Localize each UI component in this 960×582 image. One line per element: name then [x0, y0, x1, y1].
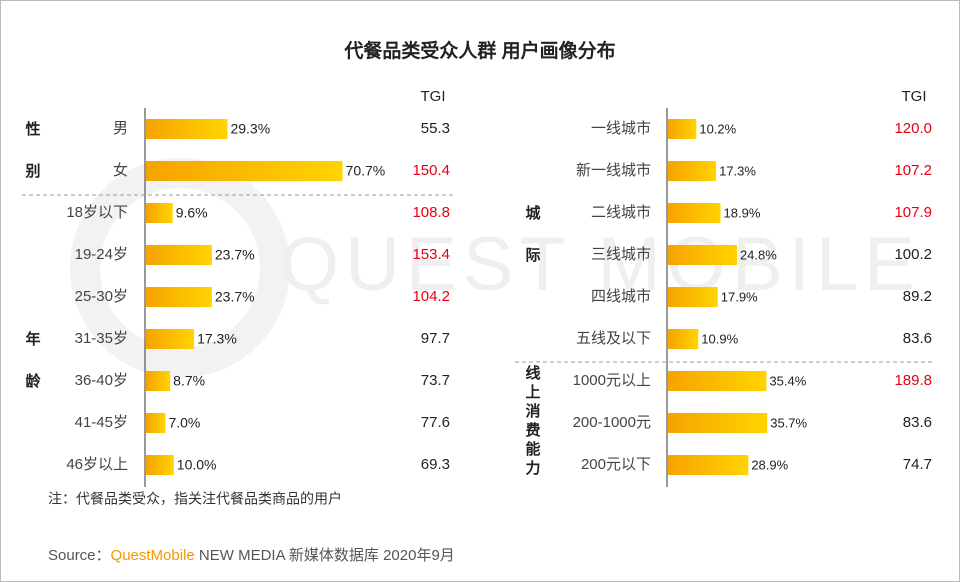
category-label: 二线城市	[591, 204, 651, 221]
bar	[668, 371, 767, 391]
category-label: 五线及以下	[576, 330, 651, 347]
tgi-value: 83.6	[903, 414, 932, 431]
tgi-value: 107.9	[894, 204, 932, 221]
tgi-value: 73.7	[421, 372, 450, 389]
group-label: 城际	[525, 204, 540, 264]
value-label: 28.9%	[751, 457, 788, 472]
source-rest: NEW MEDIA 新媒体数据库 2020年9月	[195, 547, 455, 564]
tgi-value: 150.4	[412, 162, 450, 179]
tgi-header: TGI	[902, 88, 927, 105]
value-label: 18.9%	[724, 205, 761, 220]
category-label: 36-40岁	[75, 372, 128, 389]
value-label: 70.7%	[346, 163, 386, 179]
source-prefix: Source：	[48, 547, 111, 564]
tgi-value: 189.8	[894, 372, 932, 389]
value-label: 8.7%	[173, 373, 205, 389]
value-label: 9.6%	[176, 205, 208, 221]
value-label: 23.7%	[215, 289, 255, 305]
category-label: 46岁以上	[66, 456, 128, 473]
category-label: 31-35岁	[75, 330, 128, 347]
bar	[668, 287, 718, 307]
tgi-value: 69.3	[421, 456, 450, 473]
title: 代餐品类受众人群 用户画像分布	[343, 39, 615, 62]
bar	[146, 287, 212, 307]
bar	[668, 119, 697, 139]
value-label: 7.0%	[168, 415, 200, 431]
bar	[668, 161, 717, 181]
category-label: 18岁以下	[66, 204, 128, 221]
category-label: 女	[113, 161, 128, 179]
value-label: 17.3%	[197, 331, 237, 347]
group-label: 年龄	[25, 330, 41, 390]
tgi-value: 153.4	[412, 246, 450, 263]
value-label: 17.3%	[719, 163, 756, 178]
value-label: 10.9%	[701, 331, 738, 346]
category-label: 新一线城市	[576, 162, 651, 179]
category-label: 四线城市	[591, 288, 651, 305]
category-label: 200元以下	[581, 456, 651, 473]
tgi-value: 89.2	[903, 288, 932, 305]
bar	[668, 245, 737, 265]
tgi-value: 83.6	[903, 330, 932, 347]
tgi-value: 107.2	[894, 162, 932, 179]
bar	[146, 161, 343, 181]
group-label: 性别	[24, 120, 40, 180]
category-label: 1000元以上	[573, 372, 651, 389]
bar	[146, 119, 228, 139]
source-brand: QuestMobile	[111, 547, 195, 564]
value-label: 17.9%	[721, 289, 758, 304]
tgi-value: 104.2	[412, 288, 450, 305]
value-label: 35.4%	[769, 373, 806, 388]
value-label: 23.7%	[215, 247, 255, 263]
bar	[146, 413, 166, 433]
bar	[146, 371, 171, 391]
category-label: 三线城市	[591, 246, 651, 263]
tgi-value: 55.3	[421, 120, 450, 137]
note: 注：代餐品类受众，指关注代餐品类商品的用户	[48, 491, 342, 507]
category-label: 25-30岁	[75, 288, 128, 305]
value-label: 24.8%	[740, 247, 777, 262]
tgi-value: 108.8	[412, 204, 450, 221]
bar	[668, 203, 721, 223]
bar	[146, 329, 195, 349]
tgi-value: 120.0	[894, 120, 932, 137]
bar	[668, 413, 768, 433]
tgi-value: 100.2	[894, 246, 932, 263]
value-label: 10.2%	[699, 121, 736, 136]
tgi-value: 74.7	[903, 456, 932, 473]
bar	[146, 245, 212, 265]
category-label: 200-1000元	[573, 414, 651, 431]
tgi-value: 97.7	[421, 330, 450, 347]
category-label: 19-24岁	[75, 246, 128, 263]
watermark: QUEST MOBILE	[280, 222, 921, 307]
tgi-value: 77.6	[421, 414, 450, 431]
tgi-header: TGI	[421, 88, 446, 105]
bar	[668, 329, 699, 349]
bar	[146, 455, 174, 475]
value-label: 29.3%	[230, 121, 270, 137]
group-label: 线上消费能力	[525, 364, 540, 477]
bar	[146, 203, 173, 223]
category-label: 41-45岁	[75, 414, 128, 431]
category-label: 一线城市	[591, 120, 651, 137]
value-label: 35.7%	[770, 415, 807, 430]
bar	[668, 455, 749, 475]
value-label: 10.0%	[177, 457, 217, 473]
source: Source：QuestMobile NEW MEDIA 新媒体数据库 2020…	[48, 547, 455, 564]
category-label: 男	[113, 120, 128, 137]
